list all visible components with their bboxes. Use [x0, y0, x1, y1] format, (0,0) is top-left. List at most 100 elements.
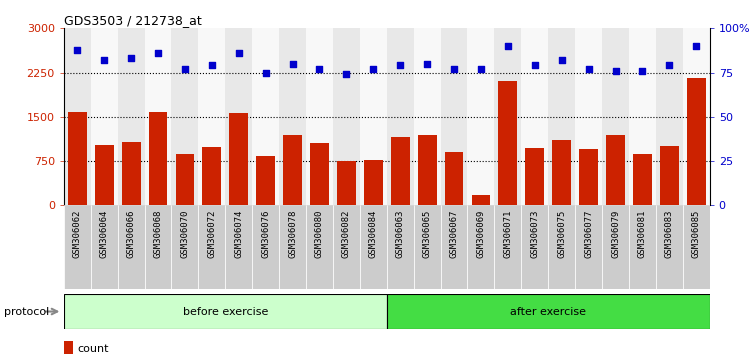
Bar [310, 143, 329, 205]
Bar [279, 28, 306, 205]
Point [394, 63, 406, 68]
Bar [387, 28, 414, 205]
Bar [660, 146, 679, 205]
Text: GSM306067: GSM306067 [450, 210, 459, 258]
Text: GSM306068: GSM306068 [153, 210, 162, 258]
Bar [441, 205, 467, 289]
Bar [198, 205, 225, 289]
Text: GSM306081: GSM306081 [638, 210, 647, 258]
Bar [149, 112, 167, 205]
Bar [306, 205, 333, 289]
Bar [337, 161, 356, 205]
Bar [176, 154, 195, 205]
Bar [225, 28, 252, 205]
Point [233, 50, 245, 56]
Bar [606, 135, 625, 205]
Bar [683, 28, 710, 205]
Bar [95, 145, 113, 205]
Bar [575, 28, 602, 205]
Bar [64, 341, 74, 354]
Point [206, 63, 218, 68]
Point [529, 63, 541, 68]
Text: GSM306083: GSM306083 [665, 210, 674, 258]
Bar [198, 28, 225, 205]
Bar [548, 205, 575, 289]
Point [71, 47, 83, 52]
Text: GSM306080: GSM306080 [315, 210, 324, 258]
Bar [602, 28, 629, 205]
Bar [575, 205, 602, 289]
Bar [629, 205, 656, 289]
Bar [579, 149, 598, 205]
Point [690, 43, 702, 49]
Bar [64, 28, 91, 205]
Text: before exercise: before exercise [182, 307, 268, 316]
Point [610, 68, 622, 74]
Bar [64, 294, 387, 329]
Text: GSM306078: GSM306078 [288, 210, 297, 258]
Bar [118, 28, 144, 205]
Bar [602, 205, 629, 289]
Bar [252, 205, 279, 289]
Bar [414, 28, 441, 205]
Bar [494, 205, 521, 289]
Bar [387, 205, 414, 289]
Bar [521, 28, 548, 205]
Text: after exercise: after exercise [510, 307, 587, 316]
Bar [391, 137, 409, 205]
Text: GSM306070: GSM306070 [180, 210, 189, 258]
Text: GSM306084: GSM306084 [369, 210, 378, 258]
Text: GSM306085: GSM306085 [692, 210, 701, 258]
Bar [68, 112, 86, 205]
Bar [467, 28, 494, 205]
Bar [683, 205, 710, 289]
Bar [91, 205, 118, 289]
Point [421, 61, 433, 67]
Point [260, 70, 272, 75]
Text: GSM306073: GSM306073 [530, 210, 539, 258]
Bar [256, 156, 275, 205]
Text: GSM306075: GSM306075 [557, 210, 566, 258]
Bar [171, 205, 198, 289]
Text: GSM306062: GSM306062 [73, 210, 82, 258]
Bar [333, 28, 360, 205]
Text: GSM306064: GSM306064 [100, 210, 109, 258]
Bar [360, 28, 387, 205]
Point [152, 50, 164, 56]
Bar [499, 81, 517, 205]
Bar [225, 205, 252, 289]
Bar [467, 205, 494, 289]
Point [583, 66, 595, 72]
Point [125, 56, 137, 61]
Bar [91, 28, 118, 205]
Bar [144, 28, 171, 205]
Point [475, 66, 487, 72]
Bar [445, 152, 463, 205]
Bar [418, 135, 436, 205]
Bar [306, 28, 333, 205]
Bar [203, 147, 222, 205]
Bar [64, 205, 91, 289]
Text: GDS3503 / 212738_at: GDS3503 / 212738_at [64, 14, 201, 27]
Bar [472, 195, 490, 205]
Point [287, 61, 299, 67]
Bar [283, 135, 302, 205]
Bar [552, 141, 571, 205]
Text: GSM306077: GSM306077 [584, 210, 593, 258]
Point [313, 66, 325, 72]
Bar [229, 113, 248, 205]
Text: GSM306076: GSM306076 [261, 210, 270, 258]
Bar [333, 205, 360, 289]
Bar [122, 142, 140, 205]
Bar [629, 28, 656, 205]
Text: GSM306079: GSM306079 [611, 210, 620, 258]
Bar [656, 205, 683, 289]
Bar [252, 28, 279, 205]
Point [179, 66, 191, 72]
Point [636, 68, 648, 74]
Bar [656, 28, 683, 205]
Text: GSM306063: GSM306063 [396, 210, 405, 258]
Bar [521, 205, 548, 289]
Text: GSM306082: GSM306082 [342, 210, 351, 258]
Bar [494, 28, 521, 205]
